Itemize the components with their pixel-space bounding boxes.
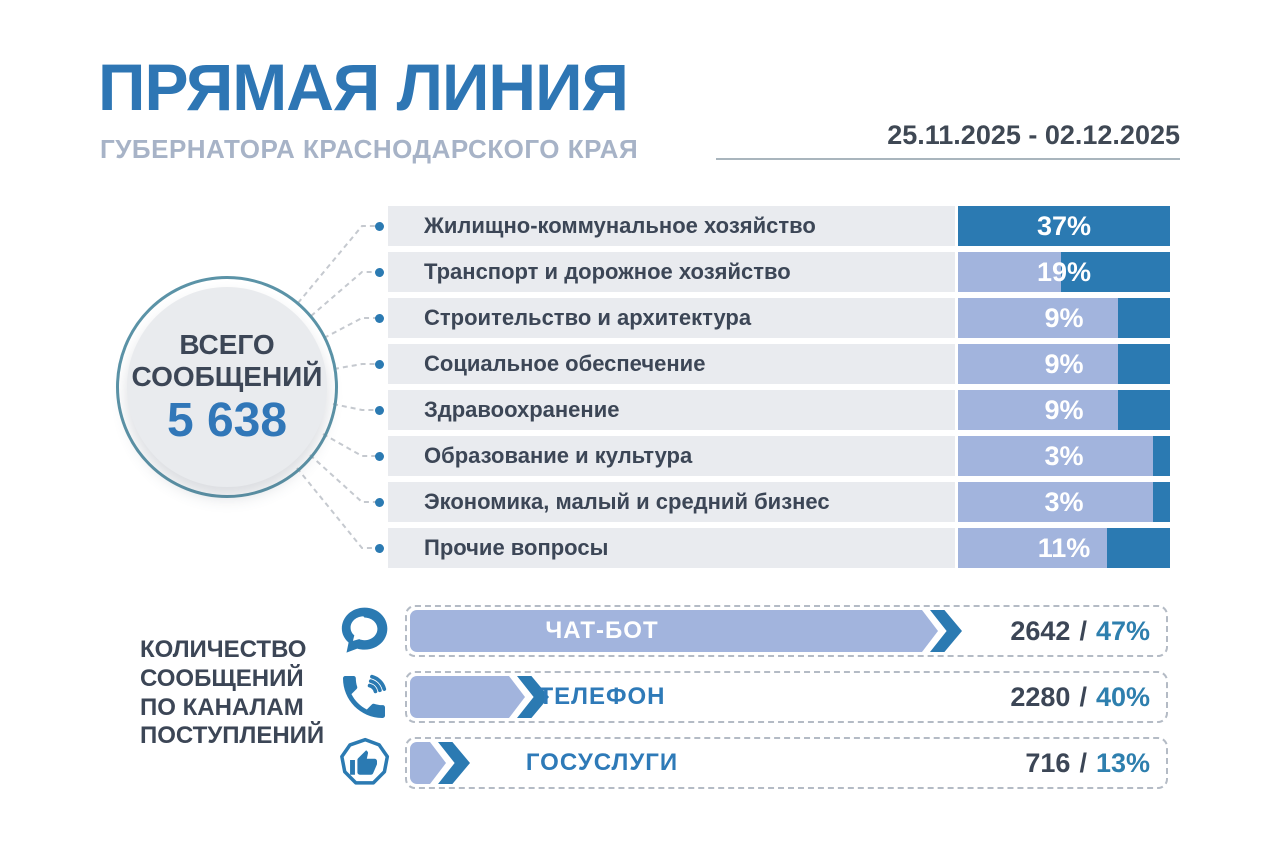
topic-bar-track: 11%: [958, 528, 1170, 568]
channel-icon-slot: [336, 669, 392, 725]
channel-percent: 47%: [1095, 615, 1150, 646]
topic-percent-value: 9%: [1044, 302, 1084, 333]
topic-label: Социальное обеспечение: [388, 344, 955, 384]
bullet-dot-icon: [375, 497, 384, 507]
channel-slash: /: [1079, 681, 1087, 712]
date-range-badge: 25.11.2025 - 02.12.2025: [887, 120, 1180, 150]
topic-bar-fill: [1152, 436, 1170, 476]
topic-bar-fill: [1152, 482, 1170, 522]
channel-count: 2280: [1010, 681, 1071, 712]
total-label-line2: СООБЩЕНИЙ: [131, 361, 323, 392]
channel-count: 716: [1025, 747, 1071, 778]
topic-percent-value: 19%: [1036, 256, 1092, 287]
topic-percent-value: 11%: [1037, 532, 1091, 563]
channel-bar-track: ЧАТ-БОТ 2642 / 47%: [405, 605, 1168, 657]
bullet-dot-icon: [375, 221, 384, 231]
channel-label: ТЕЛЕФОН: [538, 683, 666, 710]
page-subtitle: ГУБЕРНАТОРА КРАСНОДАРСКОГО КРАЯ: [100, 134, 639, 164]
topic-bar-fill: [958, 206, 1170, 246]
topic-bar-track: 19%: [958, 252, 1170, 292]
total-label-line1: ВСЕГО: [179, 328, 275, 360]
topic-bar-fill: [1118, 344, 1170, 384]
topic-label: Прочие вопросы: [388, 528, 955, 568]
channels-caption: КОЛИЧЕСТВО СООБЩЕНИЙ ПО КАНАЛАМ ПОСТУПЛЕНИЙ: [140, 636, 324, 751]
bullet-dot-icon: [375, 313, 384, 323]
channel-slash: /: [1079, 747, 1087, 778]
total-messages-circle: ВСЕГО СООБЩЕНИЙ 5 638: [116, 276, 338, 498]
chat-bubble-icon: [341, 607, 388, 653]
channels-caption-line: СООБЩЕНИЙ: [140, 664, 304, 692]
channel-count: 2642: [1010, 615, 1071, 646]
channel-value: 2280 / 40%: [1010, 673, 1150, 721]
channels-bar-chart: ЧАТ-БОТ 2642 / 47% ТЕЛЕФОН 2280 / 40% ГОСУСЛУГ…: [336, 605, 1168, 803]
bullet-dot-icon: [375, 405, 384, 415]
thumbs-up-icon: [340, 737, 390, 785]
topic-bar-track: 3%: [958, 482, 1170, 522]
topic-row: Транспорт и дорожное хозяйство 19%: [375, 252, 1170, 292]
topic-percent-value: 9%: [1044, 348, 1084, 379]
topic-percent-value: 9%: [1044, 394, 1084, 425]
channel-value: 716 / 13%: [1025, 739, 1150, 787]
topic-bar-track: 37%: [958, 206, 1170, 246]
channel-bar-fill: [410, 676, 525, 718]
channel-row: ГОСУСЛУГИ 716 / 13%: [336, 737, 1168, 789]
channel-percent: 40%: [1095, 681, 1150, 712]
channels-caption-line: ПОСТУПЛЕНИЙ: [140, 722, 325, 750]
topic-label: Строительство и архитектура: [388, 298, 955, 338]
channel-icon-slot: [336, 603, 392, 659]
bullet-dot-icon: [375, 543, 384, 553]
channels-caption-line: КОЛИЧЕСТВО: [140, 636, 307, 663]
phone-icon: [343, 674, 387, 718]
channel-bar-fill: [410, 610, 938, 652]
topic-bar-fill: [1107, 528, 1170, 568]
topic-bar-track: 9%: [958, 298, 1170, 338]
page-title: ПРЯМАЯ ЛИНИЯ: [98, 50, 629, 124]
channel-bar-track: ГОСУСЛУГИ 716 / 13%: [405, 737, 1168, 789]
topic-label: Жилищно-коммунальное хозяйство: [388, 206, 955, 246]
topic-label: Транспорт и дорожное хозяйство: [388, 252, 955, 292]
topic-label: Экономика, малый и средний бизнес: [388, 482, 955, 522]
bullet-dot-icon: [375, 359, 384, 369]
topic-row: Социальное обеспечение 9%: [375, 344, 1170, 384]
topic-bar-track: 9%: [958, 390, 1170, 430]
topic-label: Образование и культура: [388, 436, 955, 476]
topic-percent-value: 3%: [1044, 486, 1084, 517]
topics-bar-chart: Жилищно-коммунальное хозяйство 37% Транспо…: [375, 206, 1170, 574]
bullet-dot-icon: [375, 267, 384, 277]
channel-percent: 13%: [1095, 747, 1150, 778]
total-messages-inner: ВСЕГО СООБЩЕНИЙ 5 638: [127, 287, 327, 487]
channel-icon-slot: [336, 735, 392, 791]
topic-row: Экономика, малый и средний бизнес 3%: [375, 482, 1170, 522]
header-underline: [716, 158, 1180, 160]
channel-label: ЧАТ-БОТ: [545, 617, 659, 644]
channel-value: 2642 / 47%: [1010, 607, 1150, 655]
channel-row: ТЕЛЕФОН 2280 / 40%: [336, 671, 1168, 723]
channel-bar-track: ТЕЛЕФОН 2280 / 40%: [405, 671, 1168, 723]
channels-caption-line: ПО КАНАЛАМ: [140, 693, 304, 721]
topic-percent-value: 3%: [1044, 440, 1084, 471]
topic-row: Жилищно-коммунальное хозяйство 37%: [375, 206, 1170, 246]
topic-row: Прочие вопросы 11%: [375, 528, 1170, 568]
topic-bar-fill: [1118, 390, 1170, 430]
topic-row: Строительство и архитектура 9%: [375, 298, 1170, 338]
topic-bar-track: 3%: [958, 436, 1170, 476]
topic-label: Здравоохранение: [388, 390, 955, 430]
topic-percent-value: 37%: [1036, 210, 1092, 241]
topic-bar-fill: [1118, 298, 1170, 338]
bullet-dot-icon: [375, 451, 384, 461]
topic-row: Образование и культура 3%: [375, 436, 1170, 476]
topic-row: Здравоохранение 9%: [375, 390, 1170, 430]
channel-label: ГОСУСЛУГИ: [525, 749, 679, 776]
channel-slash: /: [1079, 615, 1087, 646]
topic-bar-track: 9%: [958, 344, 1170, 384]
channel-row: ЧАТ-БОТ 2642 / 47%: [336, 605, 1168, 657]
total-messages-value: 5 638: [166, 394, 288, 448]
topic-bar-fill: [1061, 252, 1170, 292]
